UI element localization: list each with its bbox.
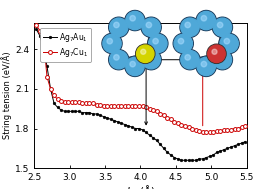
Ag$_7$Cu$_1$	[88, 102, 91, 105]
Circle shape	[141, 17, 161, 37]
Ag$_7$Cu$_1$	[201, 131, 204, 134]
Ag$_7$Au$_1$	[166, 151, 169, 153]
Ag$_7$Au$_1$	[88, 112, 91, 114]
Circle shape	[146, 22, 152, 28]
Circle shape	[212, 50, 232, 70]
Circle shape	[180, 50, 200, 70]
Ag$_7$Cu$_1$	[166, 117, 169, 119]
Circle shape	[217, 22, 223, 28]
Circle shape	[103, 34, 121, 53]
Circle shape	[141, 49, 146, 54]
Circle shape	[180, 17, 200, 37]
Circle shape	[174, 34, 192, 53]
Circle shape	[109, 50, 129, 70]
Circle shape	[197, 11, 215, 30]
Circle shape	[220, 34, 238, 53]
Circle shape	[148, 33, 168, 53]
Circle shape	[196, 11, 216, 31]
Circle shape	[197, 57, 215, 76]
X-axis label: $L_z$ (Å): $L_z$ (Å)	[126, 184, 155, 189]
Circle shape	[130, 61, 135, 67]
Ag$_7$Au$_1$	[95, 113, 98, 115]
Circle shape	[110, 50, 128, 69]
Circle shape	[125, 11, 145, 31]
Circle shape	[126, 11, 144, 30]
Ag$_7$Au$_1$	[102, 115, 105, 118]
Ag$_7$Cu$_1$	[70, 101, 73, 103]
Circle shape	[201, 15, 207, 21]
Circle shape	[114, 22, 119, 28]
Ag$_7$Cu$_1$	[102, 105, 105, 107]
Circle shape	[125, 56, 145, 76]
Circle shape	[136, 45, 154, 63]
Circle shape	[212, 17, 232, 37]
Ag$_7$Au$_1$	[244, 141, 247, 143]
Circle shape	[181, 50, 199, 69]
Circle shape	[130, 15, 135, 21]
Circle shape	[178, 38, 184, 44]
Ag$_7$Cu$_1$	[95, 104, 98, 106]
Circle shape	[102, 33, 122, 53]
Circle shape	[107, 38, 113, 44]
Ag$_7$Au$_1$	[105, 117, 109, 119]
Line: Ag$_7$Au$_1$: Ag$_7$Au$_1$	[35, 28, 247, 162]
Circle shape	[212, 49, 217, 54]
Circle shape	[185, 55, 190, 60]
Circle shape	[219, 33, 239, 53]
Y-axis label: String tension (eV/Å): String tension (eV/Å)	[1, 52, 12, 139]
Circle shape	[141, 50, 161, 70]
Circle shape	[142, 50, 160, 69]
Circle shape	[213, 50, 232, 69]
Circle shape	[201, 61, 207, 67]
Circle shape	[213, 18, 232, 36]
Ag$_7$Au$_1$	[35, 28, 38, 30]
Line: Ag$_7$Cu$_1$: Ag$_7$Cu$_1$	[35, 23, 247, 134]
Circle shape	[126, 57, 144, 76]
Ag$_7$Cu$_1$	[244, 125, 247, 127]
Circle shape	[110, 18, 128, 36]
Circle shape	[207, 44, 226, 63]
Ag$_7$Au$_1$	[70, 110, 73, 112]
Legend: Ag$_7$Au$_1$, Ag$_7$Cu$_1$: Ag$_7$Au$_1$, Ag$_7$Cu$_1$	[40, 28, 91, 62]
Circle shape	[109, 17, 129, 37]
Circle shape	[224, 38, 230, 44]
Circle shape	[114, 55, 119, 60]
Circle shape	[149, 34, 167, 53]
Circle shape	[217, 55, 223, 60]
Ag$_7$Cu$_1$	[105, 105, 109, 107]
Circle shape	[153, 38, 158, 44]
Circle shape	[208, 45, 225, 63]
Circle shape	[196, 56, 216, 76]
Ag$_7$Cu$_1$	[35, 24, 38, 26]
Ag$_7$Au$_1$	[180, 159, 183, 161]
Circle shape	[146, 55, 152, 60]
Circle shape	[173, 33, 193, 53]
Circle shape	[142, 18, 160, 36]
Circle shape	[136, 44, 155, 63]
Circle shape	[185, 22, 190, 28]
Circle shape	[181, 18, 199, 36]
